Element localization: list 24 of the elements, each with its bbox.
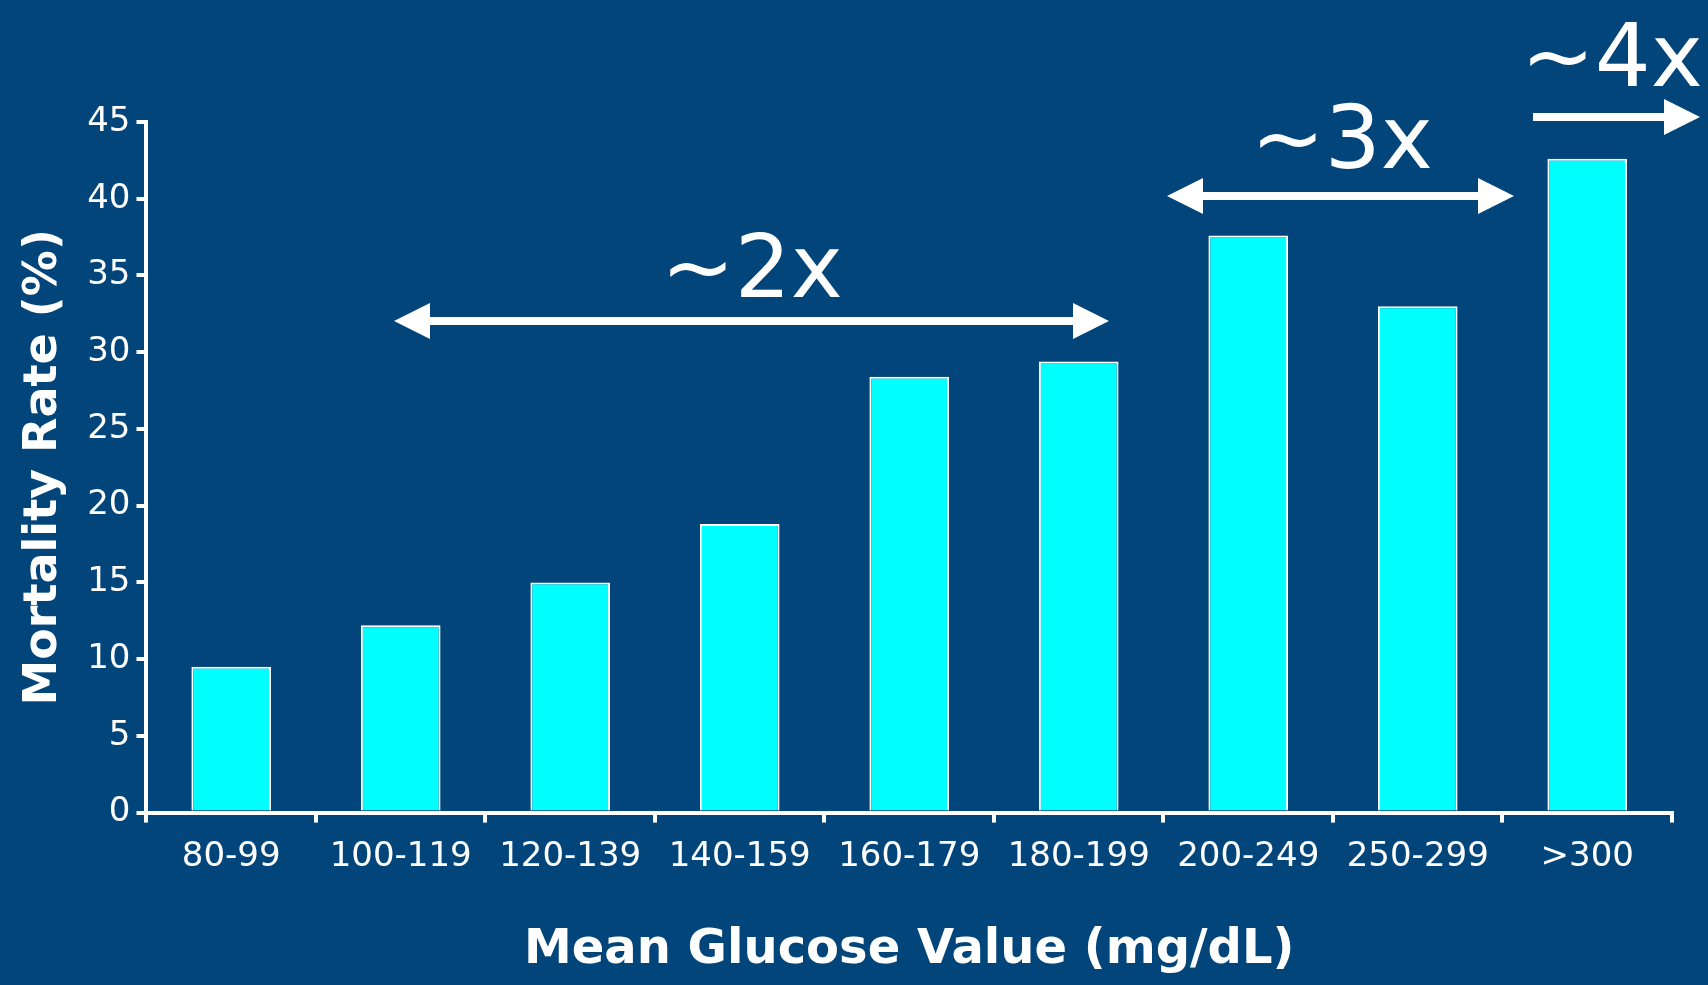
x-tick-label: 200-249 [1177, 833, 1320, 874]
y-tick-label: 25 [87, 405, 131, 446]
y-tick-label: 45 [87, 98, 131, 139]
y-tick-label: 0 [108, 789, 131, 830]
y-tick-label: 15 [87, 559, 131, 600]
annotation: ~2x [661, 215, 843, 318]
y-tick-label: 35 [87, 252, 131, 293]
x-tick-label: 100-119 [329, 833, 472, 874]
x-tick-label: 140-159 [668, 833, 811, 874]
y-tick-label: 10 [87, 635, 131, 676]
y-tick-label: 5 [108, 712, 131, 753]
x-tick-label: 180-199 [1007, 833, 1150, 874]
y-axis-title: Mortality Rate (%) [12, 229, 67, 706]
y-tick-label: 40 [87, 175, 131, 216]
x-axis-title: Mean Glucose Value (mg/dL) [524, 917, 1295, 974]
x-tick-label: 160-179 [838, 833, 981, 874]
x-tick-label: 120-139 [499, 833, 642, 874]
x-tick-label: 250-299 [1346, 833, 1489, 874]
y-tick-label: 30 [87, 329, 131, 370]
x-tick-label: 80-99 [181, 833, 281, 874]
y-tick-label: 20 [87, 482, 131, 523]
x-tick-label: >300 [1540, 833, 1634, 874]
annotation: ~3x [1251, 86, 1433, 189]
text: ~4x [1521, 4, 1703, 107]
